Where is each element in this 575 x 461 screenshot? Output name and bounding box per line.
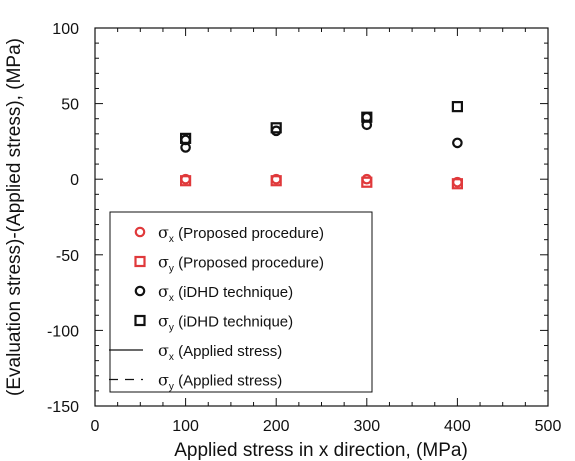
y-tick-label: -150 <box>47 399 79 416</box>
legend-label-1: σx (Proposed procedure) <box>158 223 324 245</box>
data-point-series-4 <box>361 111 373 123</box>
legend-label-4: σy (iDHD technique) <box>158 312 293 334</box>
y-tick-label: 0 <box>70 172 79 189</box>
data-points <box>180 101 463 190</box>
legend-label-3: σx (iDHD technique) <box>158 282 293 304</box>
legend-marker-3 <box>134 285 146 297</box>
data-point-series-3 <box>361 119 373 131</box>
data-point-series-2 <box>180 175 192 187</box>
y-tick-label: -100 <box>47 323 79 340</box>
data-point-series-1 <box>361 173 373 185</box>
data-point-series-2 <box>451 178 463 190</box>
data-point-series-3 <box>270 125 282 137</box>
data-point-series-3 <box>452 137 463 149</box>
y-axis-label: (Evaluation stress)-(Applied stress), (M… <box>4 38 25 396</box>
data-point-series-2 <box>361 176 373 188</box>
x-tick-label: 500 <box>535 418 562 435</box>
legend-marker-2 <box>134 255 146 268</box>
legend-label-5: σx (Applied stress) <box>158 341 282 363</box>
legend-label-6: σy (Applied stress) <box>158 371 282 393</box>
data-point-series-4 <box>451 101 463 113</box>
data-point-series-4 <box>270 122 282 134</box>
y-tick-label: 50 <box>61 97 79 114</box>
y-tick-label: 100 <box>52 21 79 38</box>
legend-marker-1 <box>134 226 146 238</box>
legend-marker-4 <box>134 314 146 327</box>
x-tick-label: 300 <box>353 418 380 435</box>
x-tick-label: 0 <box>91 418 100 435</box>
legend: σx (Proposed procedure) σy (Proposed proc… <box>109 211 373 393</box>
data-point-series-2 <box>270 175 282 187</box>
legend-items: σx (Proposed procedure) σy (Proposed proc… <box>109 223 324 393</box>
x-axis-label: Applied stress in x direction, (MPa) <box>174 440 468 461</box>
x-tick-label: 400 <box>444 418 471 435</box>
x-tick-label: 200 <box>263 418 290 435</box>
legend-label-2: σy (Proposed procedure) <box>158 253 324 275</box>
legend-box <box>109 211 373 393</box>
data-point-series-4 <box>180 132 192 144</box>
x-tick-label: 100 <box>172 418 199 435</box>
y-tick-label: -50 <box>56 248 79 265</box>
